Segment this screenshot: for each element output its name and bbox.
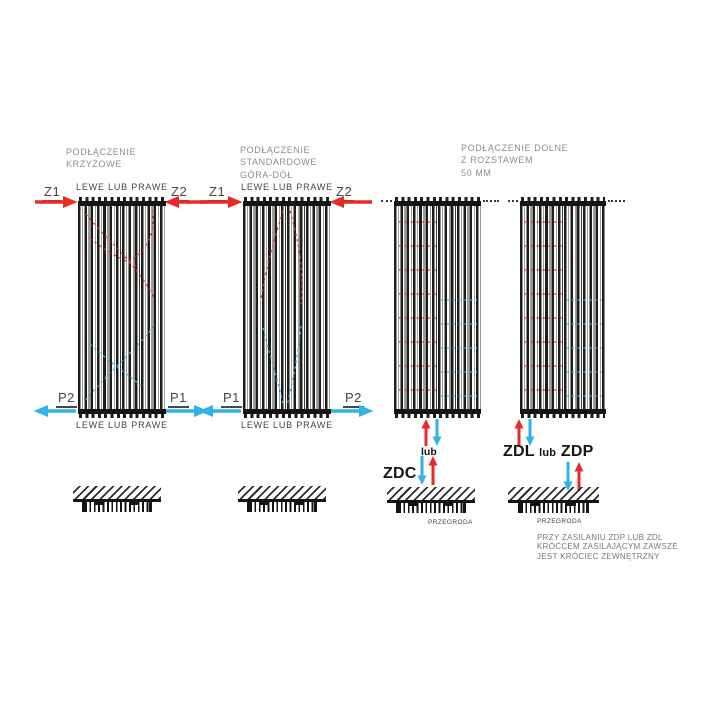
radiator-top-view	[82, 500, 152, 512]
mount-bracket-icon	[531, 501, 541, 506]
flow-down-arrow-icon	[563, 462, 573, 491]
flow-path-overlay	[85, 209, 155, 401]
mount-bracket-icon	[95, 500, 105, 505]
radiator-bottom-connectors	[79, 414, 165, 418]
return-arrow-right-icon	[331, 405, 374, 417]
wall-hatch	[387, 487, 475, 500]
section3-or-label: lub	[421, 446, 437, 458]
section1-port-p1-label: P1	[168, 390, 189, 408]
alignment-dash-left	[508, 200, 518, 202]
radiator-cross-connection	[78, 197, 166, 418]
flow-path-overlay	[260, 210, 303, 407]
radiator-tubes	[243, 206, 331, 409]
supply-note-text: PRZY ZASILANIU ZDP LUB ZDL KRÓĆCEM ZASIL…	[537, 533, 678, 561]
section3-partition-label: PRZEGRODA	[428, 519, 473, 526]
return-arrow-left-icon	[33, 405, 76, 417]
section1-port-p2-label: P2	[56, 390, 77, 408]
wall-hatch	[238, 486, 326, 499]
radiator-top-header	[78, 201, 166, 206]
wall-hatch	[508, 487, 599, 500]
section4-partition-label: PRZEGRODA	[537, 518, 582, 525]
wall-section-top-view	[508, 487, 599, 513]
section2-port-p2-label: P2	[343, 390, 364, 408]
radiator-top-connectors	[521, 197, 605, 201]
alignment-dash-right	[483, 200, 499, 202]
zdl-zdp-label: ZDL lub ZDP	[503, 443, 593, 461]
mount-bracket-icon	[294, 500, 304, 505]
radiator-bottom-connection-zdc	[394, 197, 481, 418]
zdp-label: ZDP	[560, 443, 594, 460]
radiator-top-header	[520, 201, 606, 206]
radiator-top-view	[396, 501, 466, 513]
wall-line	[387, 500, 475, 503]
mount-bracket-icon	[129, 500, 139, 505]
flow-up-arrow-icon	[514, 419, 524, 446]
flow-down-arrow-icon	[432, 419, 442, 446]
flow-up-arrow-icon	[421, 419, 431, 446]
radiator-tubes	[520, 206, 606, 409]
radiator-top-header	[394, 201, 481, 206]
mount-bracket-icon	[443, 501, 453, 506]
radiator-top-header	[243, 201, 331, 206]
radiator-top-view	[517, 501, 590, 513]
radiator-bottom-connectors	[244, 414, 330, 418]
zdl-label: ZDL	[503, 443, 535, 460]
radiator-top-connectors	[79, 197, 165, 201]
mount-bracket-icon	[409, 501, 419, 506]
section3-title: PODŁĄCZENIE DOLNE Z ROZSTAWEM 50 MM	[461, 143, 569, 178]
radiator-tubes	[78, 206, 166, 409]
flow-path-overlay	[399, 221, 477, 397]
flow-up-arrow-icon	[428, 456, 438, 485]
radiator-tubes	[394, 206, 481, 409]
radiator-bottom-header	[243, 409, 331, 414]
mount-bracket-icon	[566, 501, 576, 506]
wall-section-top-view	[238, 486, 326, 512]
mount-bracket-icon	[260, 500, 270, 505]
section2-port-p1-label: P1	[221, 390, 242, 408]
section1-bottom-side-label: LEWE LUB PRAWE	[76, 420, 168, 430]
radiator-top-connectors	[244, 197, 330, 201]
radiator-top-connectors	[395, 197, 480, 201]
or-label: lub	[539, 447, 557, 459]
section2-title: PODŁĄCZENIE STANDARDOWE GÓRA-DÓŁ	[240, 145, 317, 180]
section1-top-side-label: LEWE LUB PRAWE	[76, 182, 168, 192]
supply-arrow-left-icon	[329, 196, 372, 208]
radiator-top-view	[247, 500, 317, 512]
wall-section-top-view	[387, 487, 475, 513]
alignment-dash-left	[381, 200, 392, 202]
wall-line	[73, 499, 161, 502]
return-arrow-left-icon	[198, 405, 241, 417]
radiator-bottom-connectors	[395, 414, 480, 418]
supply-arrow-right-icon	[200, 196, 243, 208]
section2-bottom-side-label: LEWE LUB PRAWE	[241, 420, 333, 430]
flow-path-overlay	[525, 221, 602, 397]
wall-section-top-view	[73, 486, 161, 512]
flow-down-arrow-icon	[417, 456, 427, 485]
section1-title: PODŁĄCZENIE KRZYŻOWE	[66, 147, 137, 170]
zdc-label: ZDC	[383, 465, 417, 482]
radiator-bottom-connectors	[521, 414, 605, 418]
wall-line	[238, 499, 326, 502]
supply-arrow-right-icon	[35, 196, 78, 208]
wall-hatch	[73, 486, 161, 499]
section2-top-side-label: LEWE LUB PRAWE	[241, 182, 333, 192]
radiator-bottom-header	[394, 409, 481, 414]
radiator-bottom-connection-zdl-zdp	[520, 197, 606, 418]
radiator-standard-connection	[243, 197, 331, 418]
flow-down-arrow-icon	[525, 419, 535, 446]
wall-line	[508, 500, 599, 503]
radiator-bottom-header	[78, 409, 166, 414]
alignment-dash-right	[608, 200, 625, 202]
radiator-bottom-header	[520, 409, 606, 414]
